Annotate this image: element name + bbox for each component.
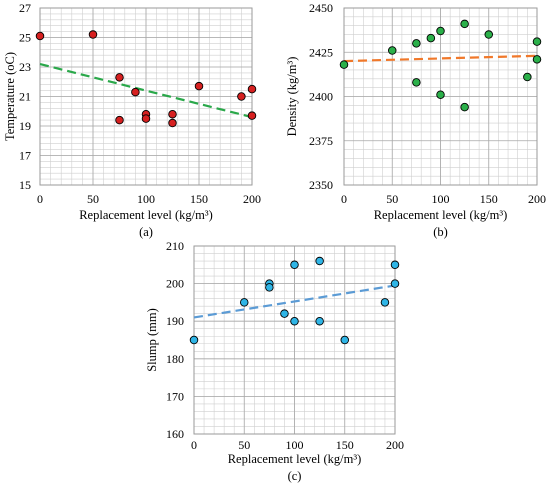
data-point <box>315 316 324 326</box>
chart-slump: 0 50 100 150 200 160 170 180 190 200 210 Replacemen… <box>145 239 404 483</box>
y-tick-label: 170 <box>166 389 184 403</box>
grid <box>39 7 253 186</box>
trend-line <box>39 62 253 119</box>
data-point <box>390 260 400 270</box>
y-axis-label: Slump (mm) <box>145 308 159 372</box>
chart-caption: (b) <box>433 225 448 239</box>
data-point <box>523 72 532 82</box>
data-point <box>436 90 445 99</box>
y-tick-label: 190 <box>166 314 184 328</box>
y-tick-label: 25 <box>19 31 31 45</box>
x-tick-label: 200 <box>528 192 546 206</box>
x-axis-label: Replacement level (kg/m³) <box>228 452 362 466</box>
data-point <box>141 114 151 123</box>
data-point <box>315 256 324 266</box>
x-tick-label: 100 <box>286 438 304 452</box>
x-axis-label: Replacement level (kg/m³) <box>79 208 213 222</box>
data-point <box>194 81 204 91</box>
x-tick-label: 150 <box>190 192 208 206</box>
data-point <box>239 298 249 307</box>
data-point <box>131 87 140 97</box>
y-tick-label: 2350 <box>309 178 333 192</box>
y-tick-label: 2400 <box>309 90 333 104</box>
y-axis-label: Density (kg/m³) <box>285 57 299 137</box>
data-point <box>532 37 542 46</box>
trend-line <box>193 284 396 319</box>
x-tick-label: 0 <box>341 192 347 206</box>
chart-density: 0 50 100 150 200 2350 2375 2400 2425 2450 Replacem… <box>285 1 546 239</box>
y-tick-label: 180 <box>166 352 184 366</box>
x-tick-label: 200 <box>386 438 404 452</box>
data-point <box>412 78 421 87</box>
data-point <box>436 26 445 36</box>
y-tick-label: 210 <box>166 239 184 253</box>
y-tick-label: 21 <box>19 90 31 104</box>
data-point <box>237 92 246 101</box>
trend-line <box>343 54 538 63</box>
x-tick-label: 50 <box>238 438 250 452</box>
x-tick-label: 50 <box>386 192 398 206</box>
y-tick-label: 200 <box>166 277 184 291</box>
x-tick-label: 100 <box>137 192 155 206</box>
x-tick-label: 0 <box>191 438 197 452</box>
data-point <box>247 111 257 120</box>
data-point <box>265 283 274 292</box>
data-point <box>340 335 350 345</box>
x-tick-label: 150 <box>480 192 498 206</box>
data-point <box>412 39 421 48</box>
data-point <box>426 33 436 43</box>
data-point <box>484 30 494 39</box>
data-point <box>115 73 124 82</box>
plot-frame <box>39 7 253 186</box>
x-axis-label: Replacement level (kg/m³) <box>374 208 508 222</box>
data-point <box>460 19 469 29</box>
y-tick-label: 2450 <box>309 1 333 15</box>
y-tick-label: 15 <box>19 178 31 192</box>
y-axis-label: Temperature (oC) <box>3 52 17 141</box>
data-point <box>290 260 299 270</box>
chart-caption: (a) <box>139 225 153 239</box>
y-tick-label: 17 <box>19 149 31 163</box>
data-point <box>115 115 124 125</box>
data-point <box>388 46 397 55</box>
chart-caption: (c) <box>288 469 302 483</box>
y-tick-label: 2425 <box>309 45 333 59</box>
data-point <box>532 55 542 64</box>
data-point <box>88 30 98 39</box>
y-tick-label: 19 <box>19 119 31 133</box>
y-tick-label: 2375 <box>309 134 333 148</box>
data-point <box>290 316 299 326</box>
data-point <box>247 84 257 94</box>
data-point <box>339 60 349 69</box>
data-point <box>280 309 289 318</box>
chart-temperature: 0 50 100 150 200 15 17 19 21 23 25 27 Replacement le… <box>3 1 261 239</box>
x-tick-label: 200 <box>243 192 261 206</box>
x-tick-label: 50 <box>87 192 99 206</box>
data-point <box>390 279 400 288</box>
data-point <box>35 31 45 41</box>
y-tick-label: 27 <box>19 1 31 15</box>
data-point <box>380 298 390 307</box>
plot-frame <box>343 7 538 186</box>
data-point <box>168 118 177 128</box>
x-tick-label: 100 <box>432 192 450 206</box>
x-tick-label: 150 <box>336 438 354 452</box>
y-tick-label: 160 <box>166 427 184 441</box>
x-tick-label: 0 <box>37 192 43 206</box>
grid <box>193 245 396 435</box>
data-point <box>168 109 177 119</box>
data-point <box>460 102 469 112</box>
data-point <box>189 335 199 345</box>
y-tick-label: 23 <box>19 60 31 74</box>
